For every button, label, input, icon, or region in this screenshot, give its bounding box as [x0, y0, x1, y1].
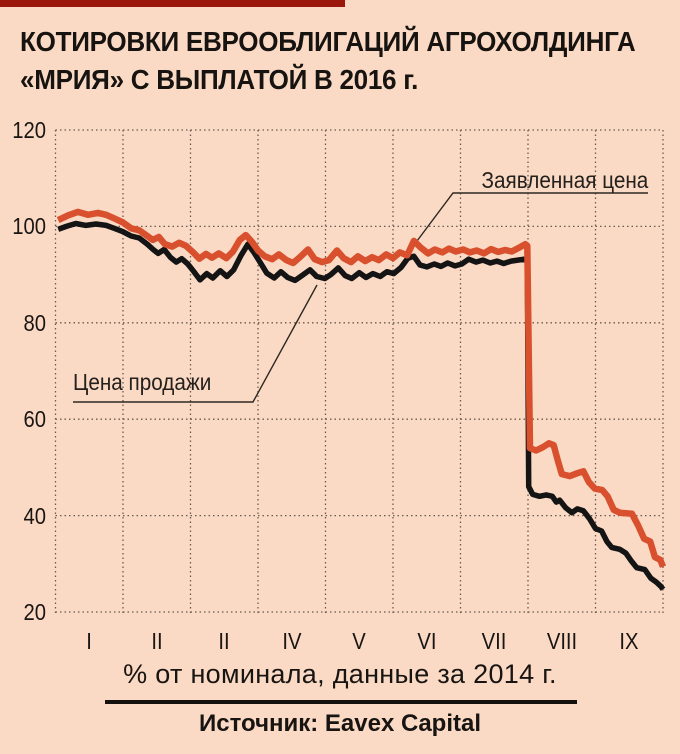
- y-tick-label: 20: [23, 599, 46, 625]
- accent-stripe: [0, 0, 345, 7]
- page-title-line-2: «МРИЯ» С ВЫПЛАТОЙ В 2016 г.: [20, 64, 419, 95]
- x-tick-label: IX: [619, 628, 639, 654]
- x-tick-label: VII: [481, 628, 507, 654]
- y-tick-label: 80: [23, 309, 46, 336]
- series-line-sale-price: [57, 220, 666, 591]
- y-tick-label: 100: [12, 213, 46, 240]
- series-line-asked-price: [56, 208, 667, 568]
- x-tick-label: VIII: [546, 628, 577, 654]
- label-asked-price: Заявленная цена: [481, 167, 648, 193]
- source-credit: Источник: Eavex Capital: [198, 710, 482, 737]
- x-tick-label: V: [352, 628, 367, 654]
- callout-leader-line: [73, 284, 318, 403]
- x-tick-label: IV: [282, 628, 302, 654]
- x-tick-label: II: [218, 628, 230, 654]
- y-tick-label: 60: [23, 406, 46, 433]
- footer-caption: % от номинала, данные за 2014 г.: [123, 659, 557, 689]
- page-title-line-1: КОТИРОВКИ ЕВРООБЛИГАЦИЙ АГРОХОЛДИНГА: [20, 26, 636, 57]
- callout-leader-line: [416, 192, 648, 242]
- divider-rule: [105, 700, 577, 704]
- y-tick-label: 40: [23, 502, 46, 529]
- x-tick-label: II: [151, 628, 163, 654]
- y-tick-label: 120: [12, 117, 46, 143]
- x-tick-label: VI: [417, 628, 437, 654]
- x-tick-label: I: [86, 628, 93, 654]
- label-sale-price: Цена продажи: [73, 369, 212, 395]
